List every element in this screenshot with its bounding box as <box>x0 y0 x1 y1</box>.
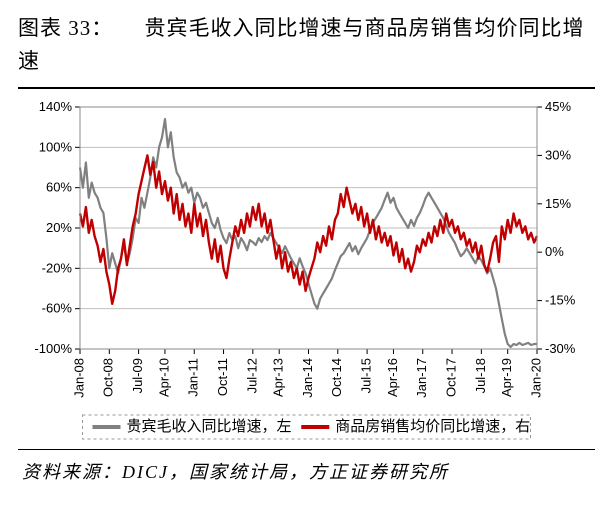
source-line: 资料来源：DICJ，国家统计局，方正证券研究所 <box>18 458 595 484</box>
svg-text:30%: 30% <box>545 147 571 162</box>
svg-text:Oct-08: Oct-08 <box>101 358 116 397</box>
svg-text:Apr-13: Apr-13 <box>271 358 286 397</box>
legend-label: 贵宾毛收入同比增速，左 <box>127 418 292 435</box>
svg-text:Jan-17: Jan-17 <box>414 358 429 398</box>
bottom-rule <box>18 449 595 450</box>
svg-text:-60%: -60% <box>42 301 73 316</box>
svg-text:Jul-09: Jul-09 <box>130 358 145 393</box>
source-text: DICJ，国家统计局，方正证券研究所 <box>122 462 449 482</box>
svg-text:Jan-14: Jan-14 <box>300 358 315 398</box>
svg-text:Apr-16: Apr-16 <box>385 358 400 397</box>
svg-text:Jul-15: Jul-15 <box>359 358 374 393</box>
svg-text:Apr-19: Apr-19 <box>499 358 514 397</box>
svg-text:-15%: -15% <box>545 293 576 308</box>
svg-text:100%: 100% <box>39 139 73 154</box>
svg-text:Jan-20: Jan-20 <box>528 358 543 398</box>
line-chart: -100% -60% -20% 20% 60% 100% 140% -30% -15% 0% 15%… <box>18 95 595 445</box>
svg-text:Oct-11: Oct-11 <box>215 358 230 396</box>
chart-area: -100% -60% -20% 20% 60% 100% 140% -30% -15% 0% 15%… <box>18 95 595 445</box>
figure-title: 图表 33： 贵宾毛收入同比增速与商品房销售均价同比增速 <box>18 12 595 77</box>
svg-text:-20%: -20% <box>42 260 73 275</box>
svg-text:Apr-10: Apr-10 <box>156 358 171 397</box>
source-label: 资料来源： <box>22 462 122 482</box>
svg-text:Jan-08: Jan-08 <box>71 358 86 398</box>
svg-text:Oct-17: Oct-17 <box>443 358 458 397</box>
svg-text:Oct-14: Oct-14 <box>329 358 344 397</box>
svg-text:20%: 20% <box>46 220 72 235</box>
svg-text:140%: 140% <box>39 99 73 114</box>
svg-text:-30%: -30% <box>545 341 576 356</box>
svg-text:0%: 0% <box>545 244 564 259</box>
svg-text:15%: 15% <box>545 196 571 211</box>
title-prefix: 图表 33： <box>18 16 113 40</box>
svg-text:Jul-12: Jul-12 <box>244 358 259 393</box>
figure-frame: 图表 33： 贵宾毛收入同比增速与商品房销售均价同比增速 -100% -60% -2… <box>0 0 613 519</box>
svg-text:60%: 60% <box>46 180 72 195</box>
svg-text:45%: 45% <box>545 99 571 114</box>
legend-label: 商品房销售均价同比增速，右 <box>335 418 530 435</box>
top-rule <box>18 87 595 89</box>
svg-text:Jul-18: Jul-18 <box>473 358 488 393</box>
svg-text:-100%: -100% <box>34 341 72 356</box>
svg-text:Jan-11: Jan-11 <box>186 358 201 397</box>
